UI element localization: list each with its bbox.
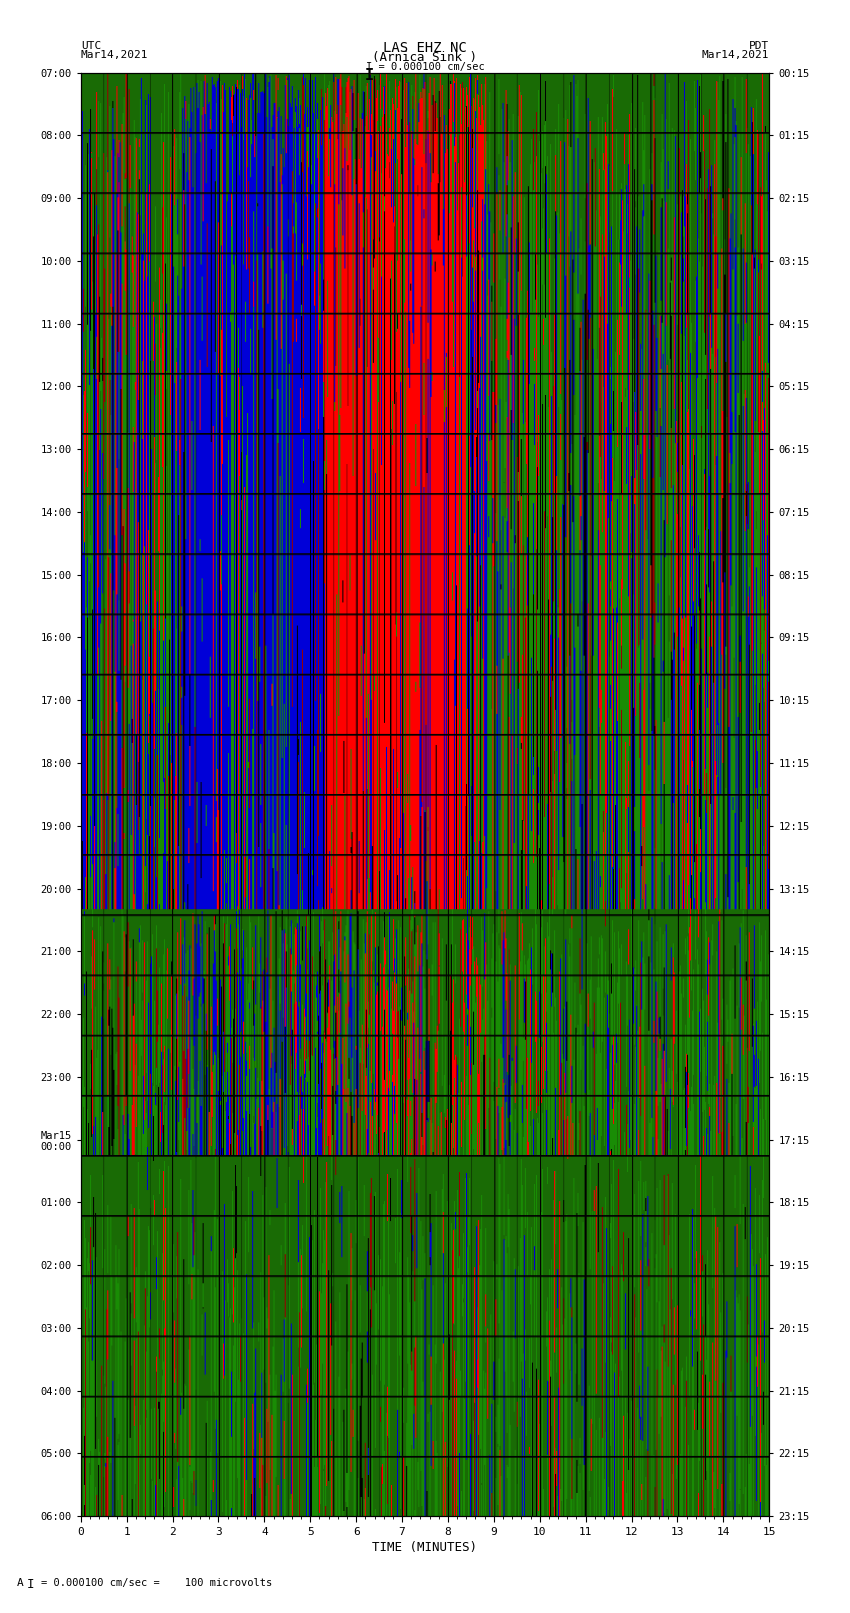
Text: = 0.000100 cm/sec =    100 microvolts: = 0.000100 cm/sec = 100 microvolts (41, 1578, 272, 1587)
Text: I = 0.000100 cm/sec: I = 0.000100 cm/sec (366, 61, 484, 71)
Text: LAS EHZ NC: LAS EHZ NC (383, 40, 467, 55)
Text: PDT: PDT (749, 40, 769, 50)
Text: Mar14,2021: Mar14,2021 (81, 50, 148, 60)
Text: (Arnica Sink ): (Arnica Sink ) (372, 50, 478, 65)
Text: I: I (366, 68, 374, 82)
Text: UTC: UTC (81, 40, 101, 50)
Text: A: A (17, 1578, 24, 1587)
Text: I: I (27, 1578, 35, 1590)
Text: Mar14,2021: Mar14,2021 (702, 50, 769, 60)
X-axis label: TIME (MINUTES): TIME (MINUTES) (372, 1540, 478, 1553)
